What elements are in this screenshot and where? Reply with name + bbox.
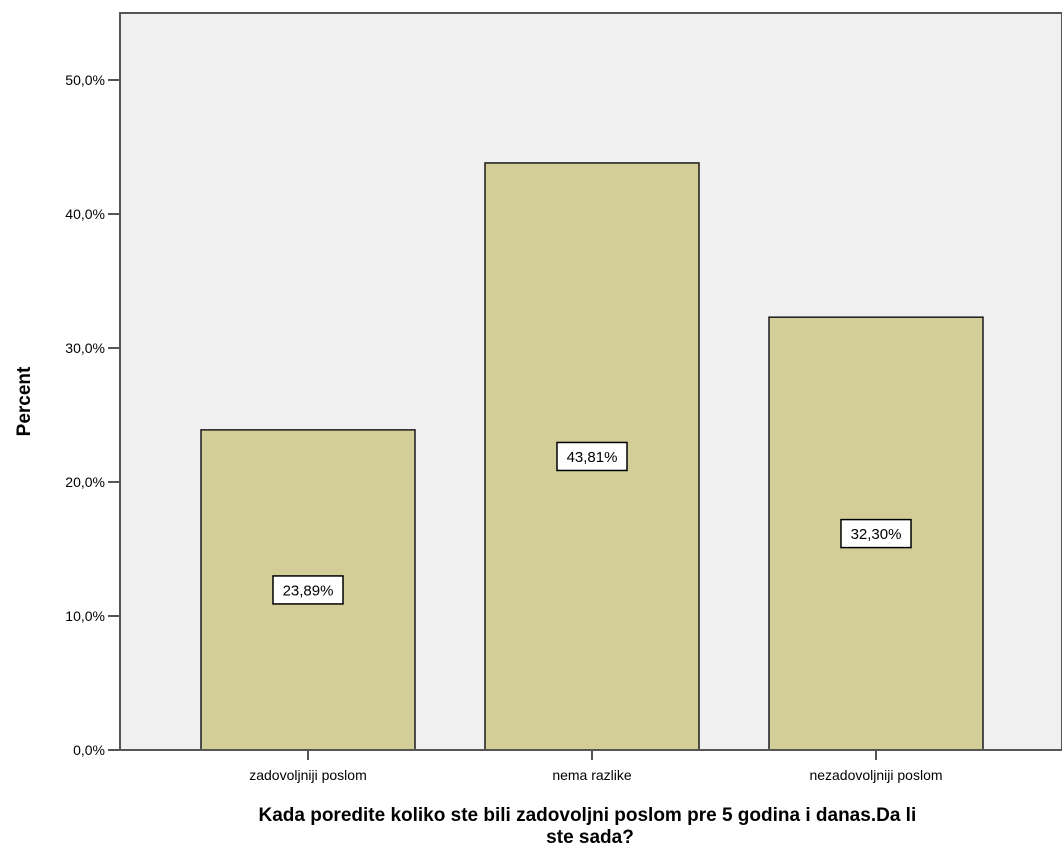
x-axis-label-line-1: Kada poredite koliko ste bili zadovoljni… xyxy=(258,805,916,826)
data-label-box xyxy=(272,575,344,605)
data-label: 23,89% xyxy=(283,582,334,599)
y-axis-ticks: 0,0% 10,0% 20,0% 30,0% 40,0% 50,0% xyxy=(65,72,120,758)
y-tick-label: 20,0% xyxy=(65,474,105,490)
bars: 23,89% 43,81% 32,30% xyxy=(200,162,984,751)
x-tick-label: nema razlike xyxy=(552,767,632,783)
y-axis-label: Percent xyxy=(14,366,35,436)
data-label: 32,30% xyxy=(851,526,902,543)
y-tick-label: 10,0% xyxy=(65,608,105,624)
data-label: 43,81% xyxy=(567,449,618,466)
y-tick-label: 50,0% xyxy=(65,72,105,88)
x-axis-label: Kada poredite koliko ste bili zadovoljni… xyxy=(258,805,921,848)
y-tick-label: 40,0% xyxy=(65,206,105,222)
x-axis-label-line-2: ste sada? xyxy=(546,827,634,848)
y-tick-label: 30,0% xyxy=(65,340,105,356)
data-label-box xyxy=(556,441,628,472)
data-label-box xyxy=(840,518,912,549)
y-tick-label: 0,0% xyxy=(73,742,105,758)
x-tick-label: zadovoljniji poslom xyxy=(249,767,367,783)
x-axis-ticks: zadovoljniji poslom nema razlike nezadovol… xyxy=(249,750,943,783)
x-tick-label: nezadovoljniji poslom xyxy=(809,767,942,783)
